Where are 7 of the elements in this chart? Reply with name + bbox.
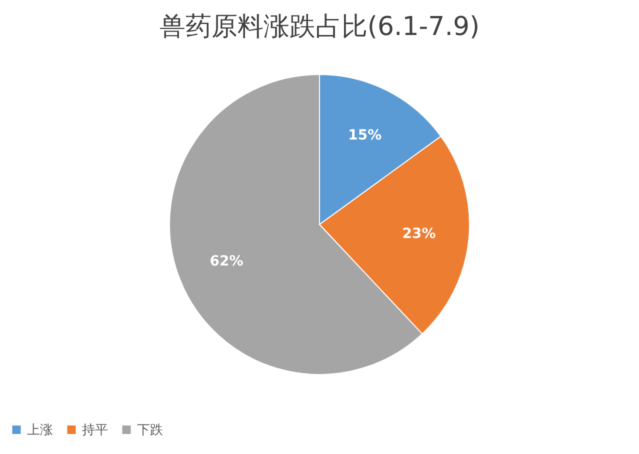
data-label: 15% bbox=[348, 127, 382, 144]
legend-label: 持平 bbox=[82, 422, 108, 438]
legend-label: 上涨 bbox=[27, 422, 53, 438]
chart-title: 兽药原料涨跌占比(6.1-7.9) bbox=[159, 12, 480, 42]
data-label: 62% bbox=[210, 253, 244, 270]
legend-label: 下跌 bbox=[137, 422, 163, 438]
data-label: 23% bbox=[402, 226, 436, 242]
